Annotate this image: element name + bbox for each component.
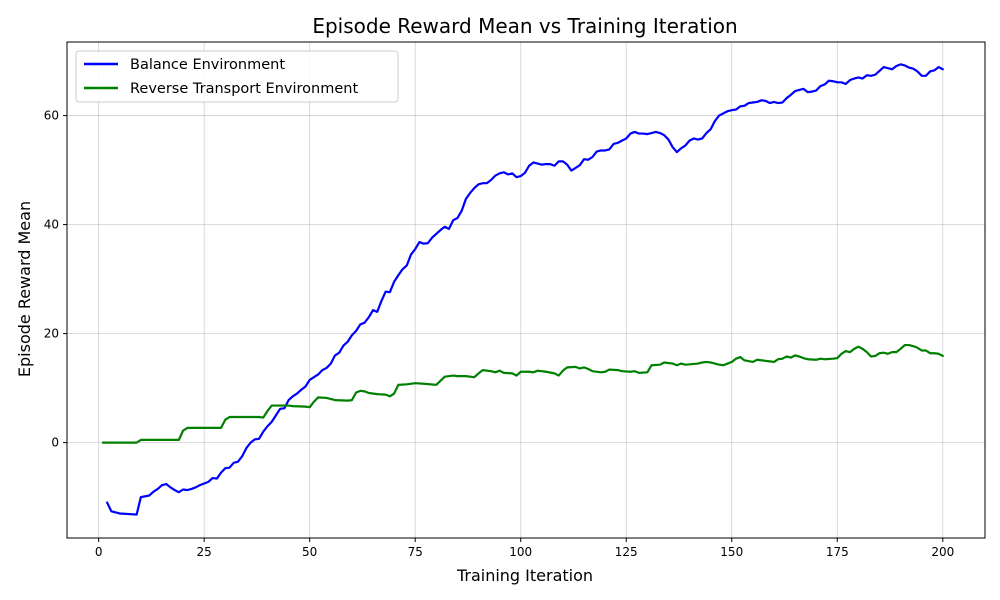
series-line-2: [101, 343, 944, 444]
plot-area: 0 25 50 75 100 125 150 175 200 0 20 40 60 Balance Env…: [44, 41, 986, 559]
x-tick-label: 200: [931, 545, 954, 559]
chart-title: Episode Reward Mean vs Training Iteratio…: [312, 14, 737, 38]
series-line-1: [106, 63, 944, 516]
y-tick-label: 20: [44, 327, 59, 341]
x-tick-label: 75: [408, 545, 423, 559]
x-tick-label: 175: [826, 545, 849, 559]
y-tick-label: 40: [44, 218, 59, 232]
axes-frame: [66, 41, 986, 539]
x-tick-label: 150: [720, 545, 743, 559]
x-tick-label: 100: [509, 545, 532, 559]
legend-box: [75, 50, 399, 103]
y-tick-label: 60: [44, 109, 59, 123]
x-tick-label: 25: [197, 545, 212, 559]
x-tick-label: 50: [302, 545, 317, 559]
y-axis-label: Episode Reward Mean: [15, 201, 34, 377]
y-tick-label: 0: [51, 436, 59, 450]
x-axis-label: Training Iteration: [456, 566, 593, 585]
x-tick-label: 0: [95, 545, 103, 559]
legend-label-2: Reverse Transport Environment: [130, 81, 358, 97]
x-tick-label: 125: [615, 545, 638, 559]
legend-label-1: Balance Environment: [130, 57, 285, 73]
